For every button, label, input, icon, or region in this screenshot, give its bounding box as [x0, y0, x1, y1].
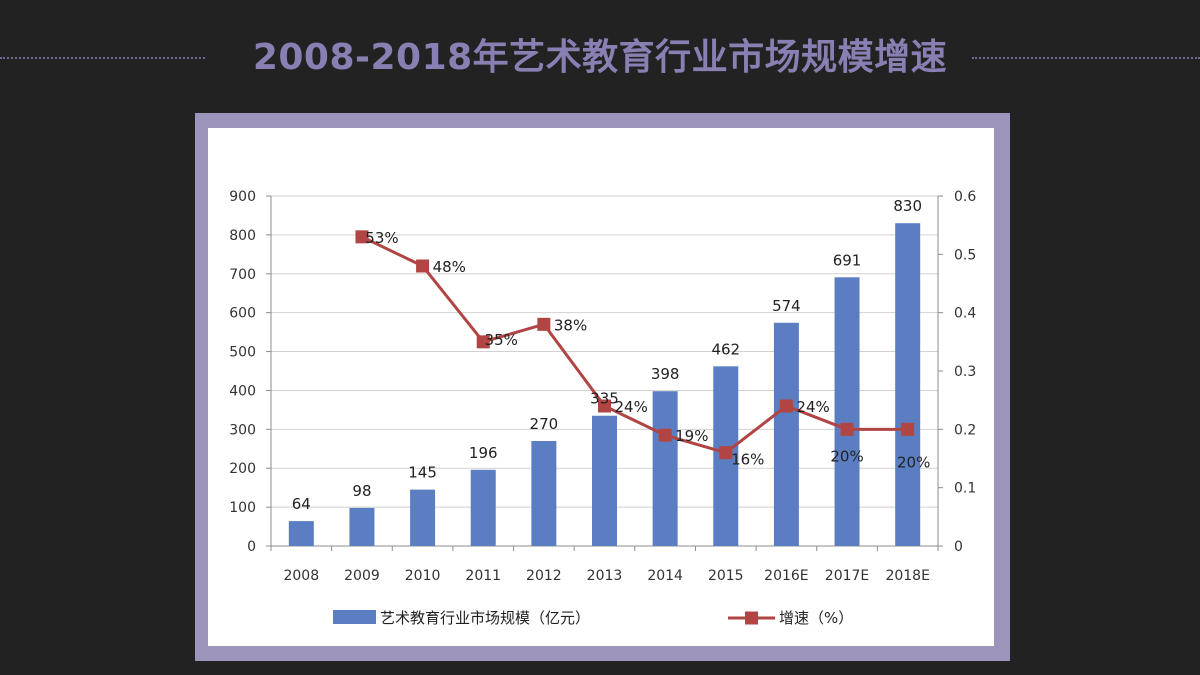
- x-tick-label: 2015: [708, 568, 744, 584]
- legend-line-marker: [745, 611, 758, 625]
- growth-marker: [537, 317, 551, 331]
- x-tick-label: 2017E: [825, 568, 869, 584]
- bar-value-label: 145: [408, 464, 437, 482]
- y-right-tick-label: 0.5: [954, 247, 976, 263]
- growth-marker: [901, 422, 915, 436]
- x-tick-label: 2013: [587, 568, 623, 584]
- y-left-tick-label: 100: [229, 500, 256, 516]
- growth-line: [361, 235, 908, 455]
- chart-panel: 0 100 200 300 400 500 600 700 800 900 0 0.1 0.2 0.3 0.…: [208, 128, 994, 646]
- y-right-tick-label: 0.1: [954, 481, 976, 497]
- bar: [470, 469, 496, 546]
- growth-marker: [416, 259, 430, 273]
- growth-value-label: 53%: [365, 229, 398, 247]
- bar: [349, 507, 375, 546]
- bar-value-label: 398: [651, 365, 680, 383]
- y-right-tick-label: 0: [954, 539, 963, 555]
- x-tick-label: 2009: [344, 568, 380, 584]
- x-tick-label: 2012: [526, 568, 562, 584]
- slide-title: 2008-2018年艺术教育行业市场规模增速: [252, 37, 948, 78]
- bar-value-label: 462: [711, 340, 740, 358]
- x-tick-label: 2011: [465, 568, 501, 584]
- bar: [410, 489, 436, 546]
- growth-value-label: 38%: [554, 316, 587, 334]
- growth-marker: [355, 230, 369, 244]
- x-tick-label: 2014: [647, 568, 683, 584]
- bar: [773, 322, 799, 546]
- x-tick-label: 2018E: [885, 568, 929, 584]
- growth-value-label: 19%: [675, 427, 708, 445]
- y-right-tick-label: 0.4: [954, 306, 976, 322]
- legend-bar-label: 艺术教育行业市场规模（亿元）: [380, 609, 590, 627]
- bar-value-label: 270: [530, 415, 559, 433]
- y-left-tick-label: 200: [229, 461, 256, 477]
- chart-svg: 0 100 200 300 400 500 600 700 800 900 0 0.1 0.2 0.3 0.…: [229, 189, 976, 627]
- y-left-tick-label: 400: [229, 383, 256, 399]
- bar: [288, 521, 314, 546]
- y-left-tick-label: 700: [229, 267, 256, 283]
- x-tick-label: 2008: [283, 568, 319, 584]
- bar-value-label: 64: [292, 495, 311, 513]
- y-left-tick-label: 900: [229, 189, 256, 205]
- growth-marker: [598, 399, 611, 413]
- growth-value-label: 24%: [615, 398, 648, 416]
- bar-value-label: 196: [469, 444, 498, 462]
- y-left-tick-label: 0: [247, 539, 256, 555]
- growth-value-label: 24%: [796, 398, 829, 416]
- bar-value-label: 691: [833, 251, 862, 269]
- y-left-tick-label: 300: [229, 422, 256, 438]
- bar: [592, 415, 617, 546]
- bar: [834, 277, 860, 546]
- bar-value-label: 830: [893, 197, 922, 215]
- title-divider-left: [0, 57, 205, 59]
- growth-value-label: 20%: [897, 453, 930, 471]
- growth-marker: [719, 446, 733, 460]
- y-left-tick-label: 800: [229, 228, 256, 244]
- growth-marker: [658, 428, 672, 442]
- x-tick-label: 2016E: [764, 568, 808, 584]
- y-right-tick-label: 0.2: [954, 422, 976, 438]
- growth-marker: [840, 422, 854, 436]
- growth-value-label: 35%: [485, 331, 518, 349]
- growth-value-label: 48%: [433, 258, 466, 276]
- legend-bar-swatch: [333, 610, 376, 624]
- y-left-tick-label: 600: [229, 306, 256, 322]
- bar-value-label: 574: [772, 297, 801, 315]
- growth-value-label: 20%: [830, 447, 863, 465]
- bar-value-label: 98: [352, 482, 371, 500]
- legend-line-label: 增速（%）: [779, 609, 853, 627]
- y-right-tick-label: 0.3: [954, 364, 976, 380]
- growth-marker: [476, 335, 490, 349]
- growth-marker: [779, 399, 793, 413]
- y-left-tick-label: 500: [229, 345, 256, 361]
- bar: [652, 391, 678, 546]
- y-right-tick-label: 0.6: [954, 189, 976, 205]
- title-divider-right: [972, 57, 1200, 59]
- x-tick-label: 2010: [405, 568, 441, 584]
- bar: [531, 441, 557, 546]
- bar: [895, 223, 921, 546]
- bar-value-label: 335: [590, 390, 619, 408]
- title-row: 2008-2018年艺术教育行业市场规模增速: [0, 20, 1200, 80]
- growth-value-label: 16%: [731, 451, 764, 469]
